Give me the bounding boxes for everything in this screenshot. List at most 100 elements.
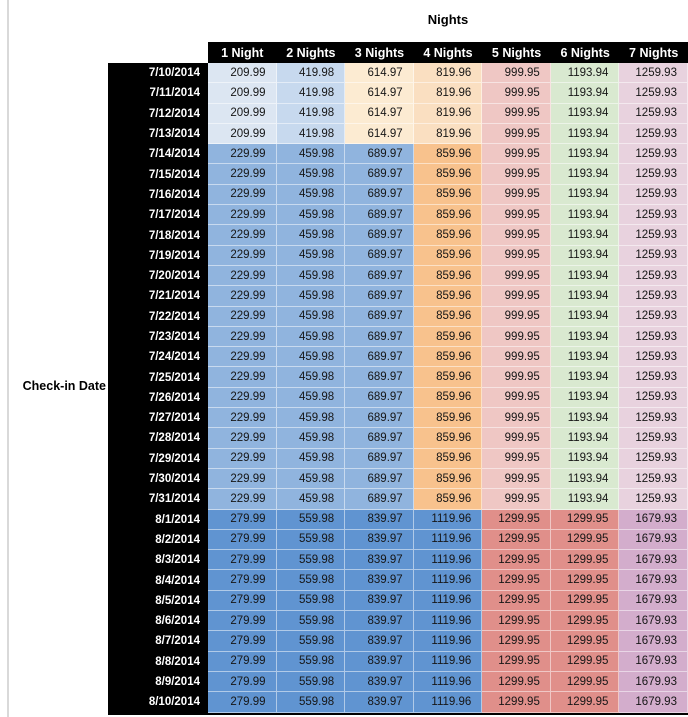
price-cell[interactable]: 839.97 (345, 570, 414, 591)
price-cell[interactable]: 859.96 (413, 468, 483, 490)
row-header-date[interactable]: 7/31/2014 (108, 489, 208, 510)
price-cell[interactable]: 839.97 (345, 529, 414, 551)
price-cell[interactable]: 859.96 (413, 265, 483, 287)
price-cell[interactable]: 1119.96 (413, 631, 483, 652)
price-cell[interactable]: 999.95 (482, 83, 551, 104)
price-cell[interactable]: 839.97 (345, 611, 414, 632)
price-cell[interactable]: 839.97 (345, 651, 414, 672)
price-cell[interactable]: 689.97 (345, 265, 414, 287)
price-cell[interactable]: 1193.94 (550, 286, 620, 307)
price-cell[interactable]: 614.97 (345, 63, 414, 84)
price-cell[interactable]: 229.99 (208, 326, 277, 348)
price-cell[interactable]: 459.98 (276, 265, 346, 287)
price-cell[interactable]: 999.95 (482, 225, 551, 246)
price-cell[interactable]: 1119.96 (413, 671, 483, 693)
price-cell[interactable]: 999.95 (482, 184, 551, 206)
price-cell[interactable]: 859.96 (413, 347, 483, 368)
row-header-date[interactable]: 8/10/2014 (108, 692, 208, 713)
price-cell[interactable]: 1259.93 (619, 123, 688, 145)
price-cell[interactable]: 1193.94 (550, 205, 620, 226)
price-cell[interactable]: 1299.95 (482, 509, 551, 530)
price-cell[interactable]: 1193.94 (550, 103, 620, 124)
price-cell[interactable]: 1193.94 (550, 83, 620, 104)
price-cell[interactable]: 459.98 (276, 306, 346, 327)
price-cell[interactable]: 1119.96 (413, 611, 483, 632)
row-header-date[interactable]: 7/24/2014 (108, 347, 208, 368)
price-cell[interactable]: 689.97 (345, 164, 414, 185)
row-header-date[interactable]: 8/1/2014 (108, 509, 208, 530)
price-cell[interactable]: 1299.95 (550, 509, 620, 530)
price-cell[interactable]: 859.96 (413, 184, 483, 206)
price-cell[interactable]: 839.97 (345, 550, 414, 571)
price-cell[interactable]: 999.95 (482, 448, 551, 469)
price-cell[interactable]: 559.98 (276, 590, 346, 612)
row-header-date[interactable]: 7/13/2014 (108, 123, 208, 145)
price-cell[interactable]: 229.99 (208, 306, 277, 327)
price-cell[interactable]: 1193.94 (550, 468, 620, 490)
price-cell[interactable]: 279.99 (208, 651, 277, 672)
price-cell[interactable]: 1119.96 (413, 590, 483, 612)
price-cell[interactable]: 859.96 (413, 225, 483, 246)
price-cell[interactable]: 279.99 (208, 692, 277, 713)
price-cell[interactable]: 1679.93 (619, 570, 688, 591)
price-cell[interactable]: 229.99 (208, 144, 277, 165)
price-cell[interactable]: 1193.94 (550, 63, 620, 84)
price-cell[interactable]: 1259.93 (619, 428, 688, 449)
row-header-date[interactable]: 7/27/2014 (108, 408, 208, 429)
price-cell[interactable]: 999.95 (482, 123, 551, 145)
price-cell[interactable]: 859.96 (413, 408, 483, 429)
price-cell[interactable]: 459.98 (276, 408, 346, 429)
price-cell[interactable]: 279.99 (208, 529, 277, 551)
price-cell[interactable]: 999.95 (482, 164, 551, 185)
price-cell[interactable]: 1193.94 (550, 408, 620, 429)
price-cell[interactable]: 999.95 (482, 347, 551, 368)
price-cell[interactable]: 1299.95 (550, 550, 620, 571)
price-cell[interactable]: 1299.95 (482, 550, 551, 571)
price-cell[interactable]: 1679.93 (619, 671, 688, 693)
price-cell[interactable]: 999.95 (482, 205, 551, 226)
row-header-date[interactable]: 7/10/2014 (108, 63, 208, 84)
column-header[interactable]: 1 Night (208, 42, 277, 63)
price-cell[interactable]: 859.96 (413, 367, 483, 388)
price-cell[interactable]: 279.99 (208, 509, 277, 530)
price-cell[interactable]: 999.95 (482, 326, 551, 348)
price-cell[interactable]: 229.99 (208, 205, 277, 226)
price-cell[interactable]: 229.99 (208, 408, 277, 429)
price-cell[interactable]: 1259.93 (619, 245, 688, 266)
price-cell[interactable]: 839.97 (345, 509, 414, 530)
row-header-date[interactable]: 7/17/2014 (108, 205, 208, 226)
price-cell[interactable]: 229.99 (208, 448, 277, 469)
price-cell[interactable]: 1193.94 (550, 428, 620, 449)
price-cell[interactable]: 1193.94 (550, 387, 620, 409)
row-header-date[interactable]: 7/28/2014 (108, 428, 208, 449)
price-cell[interactable]: 459.98 (276, 428, 346, 449)
price-cell[interactable]: 1119.96 (413, 509, 483, 530)
price-cell[interactable]: 1299.95 (482, 611, 551, 632)
price-cell[interactable]: 689.97 (345, 367, 414, 388)
price-cell[interactable]: 229.99 (208, 225, 277, 246)
price-cell[interactable]: 459.98 (276, 225, 346, 246)
row-header-date[interactable]: 7/12/2014 (108, 103, 208, 124)
row-header-date[interactable]: 8/4/2014 (108, 570, 208, 591)
price-cell[interactable]: 1193.94 (550, 326, 620, 348)
price-cell[interactable]: 229.99 (208, 164, 277, 185)
price-cell[interactable]: 689.97 (345, 225, 414, 246)
price-cell[interactable]: 1259.93 (619, 164, 688, 185)
column-header[interactable]: 6 Nights (550, 42, 620, 63)
price-cell[interactable]: 859.96 (413, 489, 483, 510)
row-header-date[interactable]: 8/2/2014 (108, 529, 208, 551)
price-cell[interactable]: 459.98 (276, 468, 346, 490)
price-cell[interactable]: 459.98 (276, 367, 346, 388)
price-cell[interactable]: 999.95 (482, 63, 551, 84)
price-cell[interactable]: 559.98 (276, 509, 346, 530)
row-header-date[interactable]: 8/3/2014 (108, 550, 208, 571)
price-cell[interactable]: 839.97 (345, 631, 414, 652)
price-cell[interactable]: 209.99 (208, 63, 277, 84)
price-cell[interactable]: 1299.95 (482, 570, 551, 591)
price-cell[interactable]: 1259.93 (619, 408, 688, 429)
price-cell[interactable]: 1119.96 (413, 529, 483, 551)
price-cell[interactable]: 999.95 (482, 103, 551, 124)
price-cell[interactable]: 1193.94 (550, 184, 620, 206)
price-cell[interactable]: 689.97 (345, 286, 414, 307)
price-cell[interactable]: 999.95 (482, 306, 551, 327)
